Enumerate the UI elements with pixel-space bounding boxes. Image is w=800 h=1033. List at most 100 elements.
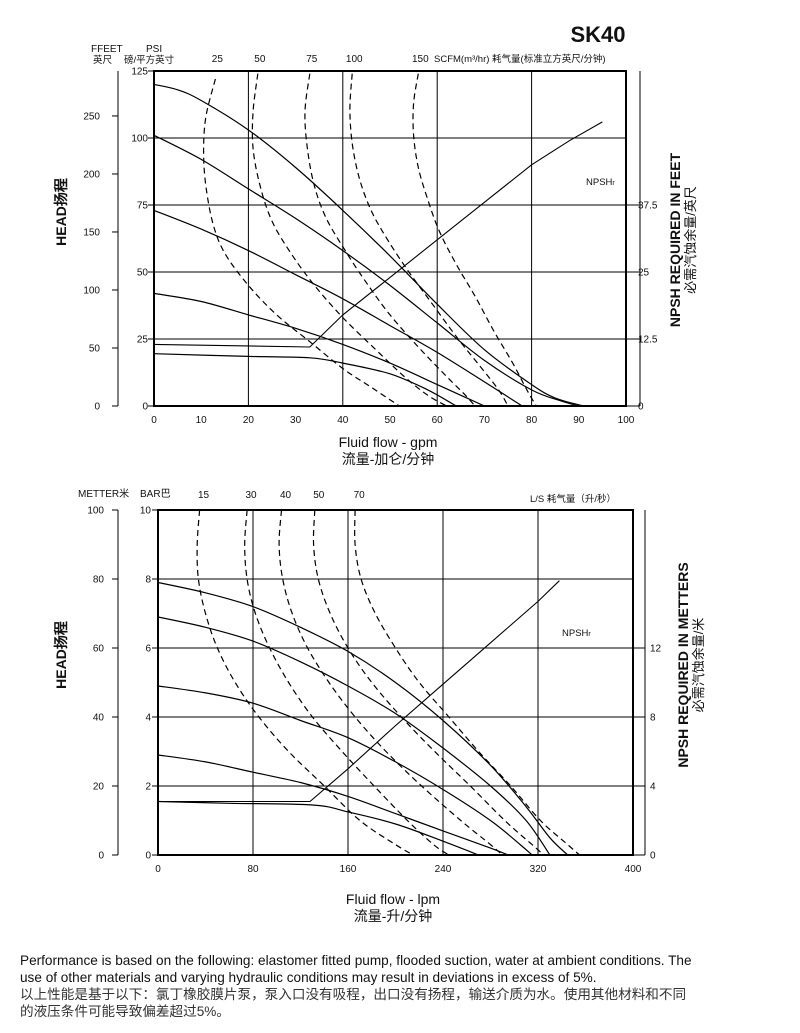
- air-tick-label: 50: [313, 490, 325, 501]
- x-tick-label: 0: [155, 864, 161, 875]
- chart-lpm-npsh-title-cn: 必需汽蚀余量/米: [691, 618, 706, 713]
- chart-gpm-npsh-curve: [153, 121, 603, 348]
- chart-lpm-x-label-cn: 流量-升/分钟: [354, 908, 433, 924]
- x-tick-label: 30: [290, 415, 302, 426]
- air-tick-label: 25: [212, 54, 224, 65]
- feet-tick-label: 150: [83, 227, 100, 238]
- chart-lpm-air-ticks: 15 30 40 50 70: [198, 490, 365, 501]
- air-tick-label: 30: [246, 490, 258, 501]
- npsh-tick-label: 0: [638, 402, 644, 413]
- npsh-tick-label: 25: [638, 268, 650, 279]
- performance-curve-1: [157, 581, 569, 856]
- performance-curve-2: [153, 134, 579, 407]
- psi-tick-label: 125: [131, 67, 148, 78]
- air-consumption-curve-4: [349, 73, 509, 407]
- performance-curve-3: [157, 685, 533, 856]
- performance-curve-5: [157, 800, 479, 856]
- footnote-cn-line-1: 以上性能是基于以下：氯丁橡胶膜片泵，泵入口没有吸程，出口没有扬程，输送介质为水。…: [20, 987, 687, 1002]
- chart-gpm-frame: [153, 70, 627, 407]
- x-tick-label: 60: [432, 415, 444, 426]
- bar-tick-label: 8: [145, 575, 151, 586]
- air-consumption-curve-1: [196, 509, 414, 856]
- x-tick-label: 80: [247, 864, 259, 875]
- model-title: SK40: [570, 22, 625, 47]
- footnote-en-line-2: use of other materials and varying hydra…: [20, 970, 597, 985]
- air-consumption-curve-3: [278, 509, 503, 856]
- chart-gpm-feet-ticks: 0 50 100 150 200 250: [83, 111, 118, 413]
- chart-gpm-feet-unit: FFEET: [91, 44, 123, 55]
- x-tick-label: 240: [435, 864, 452, 875]
- feet-tick-label: 0: [94, 402, 100, 413]
- air-consumption-curve-2: [244, 509, 450, 856]
- chart-lpm-frame: [157, 509, 634, 856]
- chart-gpm-npsh-title-cn: 必需汽蚀余量/英尺: [683, 186, 698, 294]
- chart-gpm-air-curves: [202, 73, 537, 407]
- air-consumption-curve-5: [412, 73, 537, 407]
- chart-lpm-meters-unit: METTER米: [78, 487, 129, 500]
- psi-tick-label: 25: [137, 335, 149, 346]
- air-tick-label: 70: [354, 490, 366, 501]
- chart-lpm: 0 20 40 60 80 100 0 2 4 6 8 10 0 4 8 12 0 80 160 240 320 4…: [53, 487, 706, 924]
- chart-gpm-npsh-label: NPSHr: [586, 177, 615, 188]
- air-consumption-curve-1: [202, 78, 400, 407]
- air-consumption-curve-3: [304, 73, 476, 407]
- x-tick-label: 50: [384, 415, 396, 426]
- chart-gpm-psi-ticks: 0 25 50 75 100 125: [131, 67, 154, 413]
- performance-curve-2: [157, 616, 551, 856]
- npsh-tick-label: 12.5: [638, 335, 658, 346]
- chart-gpm-performance-curves: [153, 83, 584, 407]
- x-tick-label: 70: [479, 415, 491, 426]
- chart-lpm-head-title: HEAD扬程: [53, 621, 69, 689]
- air-consumption-curve-4: [312, 509, 545, 856]
- x-tick-label: 80: [526, 415, 538, 426]
- meters-tick-label: 60: [93, 644, 105, 655]
- bar-tick-label: 4: [145, 713, 151, 724]
- chart-lpm-grid: [158, 510, 633, 855]
- feet-tick-label: 50: [89, 343, 101, 354]
- psi-tick-label: 50: [137, 268, 149, 279]
- psi-tick-label: 0: [142, 402, 148, 413]
- x-tick-label: 320: [530, 864, 547, 875]
- chart-gpm-npsh-title: NPSH REQUIRED IN FEET: [667, 152, 683, 327]
- npsh-tick-label: 37.5: [638, 201, 658, 212]
- psi-tick-label: 75: [137, 201, 149, 212]
- chart-gpm-grid: [154, 71, 626, 406]
- air-tick-label: 15: [198, 490, 210, 501]
- air-tick-label: 50: [254, 54, 266, 65]
- chart-lpm-x-ticks: 0 80 160 240 320 400: [155, 864, 642, 875]
- npsh-tick-label: 4: [650, 782, 656, 793]
- chart-gpm-psi-unit: PSI: [146, 44, 162, 55]
- performance-curve-5: [153, 353, 457, 407]
- chart-lpm-npsh-title: NPSH REQUIRED IN METTERS: [675, 562, 691, 767]
- x-tick-label: 160: [340, 864, 357, 875]
- x-tick-label: 40: [337, 415, 349, 426]
- chart-gpm-npsh-ticks: 0 12.5 25 37.5: [626, 201, 658, 413]
- air-tick-label: 75: [306, 54, 318, 65]
- chart-gpm-psi-unit-cn: 磅/平方英寸: [124, 54, 175, 66]
- psi-tick-label: 100: [131, 134, 148, 145]
- performance-curve-3: [153, 209, 523, 407]
- chart-lpm-performance-curves: [157, 581, 569, 856]
- chart-lpm-npsh-curve: [158, 580, 560, 803]
- chart-lpm-npsh-label: NPSHr: [562, 628, 591, 639]
- chart-gpm-x-ticks: 0 10 20 30 40 50 60 70 80 90 100: [151, 415, 635, 426]
- air-consumption-curve-2: [251, 73, 447, 407]
- chart-lpm-air-label: L/S 耗气量（升/秒）: [530, 493, 616, 505]
- meters-tick-label: 80: [93, 575, 105, 586]
- performance-curve-4: [157, 754, 509, 856]
- npsh-tick-label: 12: [650, 644, 662, 655]
- performance-curve-1: [153, 83, 584, 407]
- npsh-tick-label: 8: [650, 713, 656, 724]
- npsh-tick-label: 0: [650, 851, 656, 862]
- x-tick-label: 90: [573, 415, 585, 426]
- air-tick-label: 40: [280, 490, 292, 501]
- chart-gpm-feet-unit-cn: 英尺: [93, 54, 113, 66]
- chart-lpm-meters-ticks: 0 20 40 60 80 100: [87, 506, 118, 862]
- chart-lpm-x-label: Fluid flow - lpm: [346, 891, 440, 907]
- performance-curve-4: [153, 292, 485, 407]
- x-tick-label: 400: [625, 864, 642, 875]
- meters-tick-label: 0: [98, 851, 104, 862]
- chart-lpm-air-curves: [196, 509, 580, 856]
- bar-tick-label: 10: [140, 506, 152, 517]
